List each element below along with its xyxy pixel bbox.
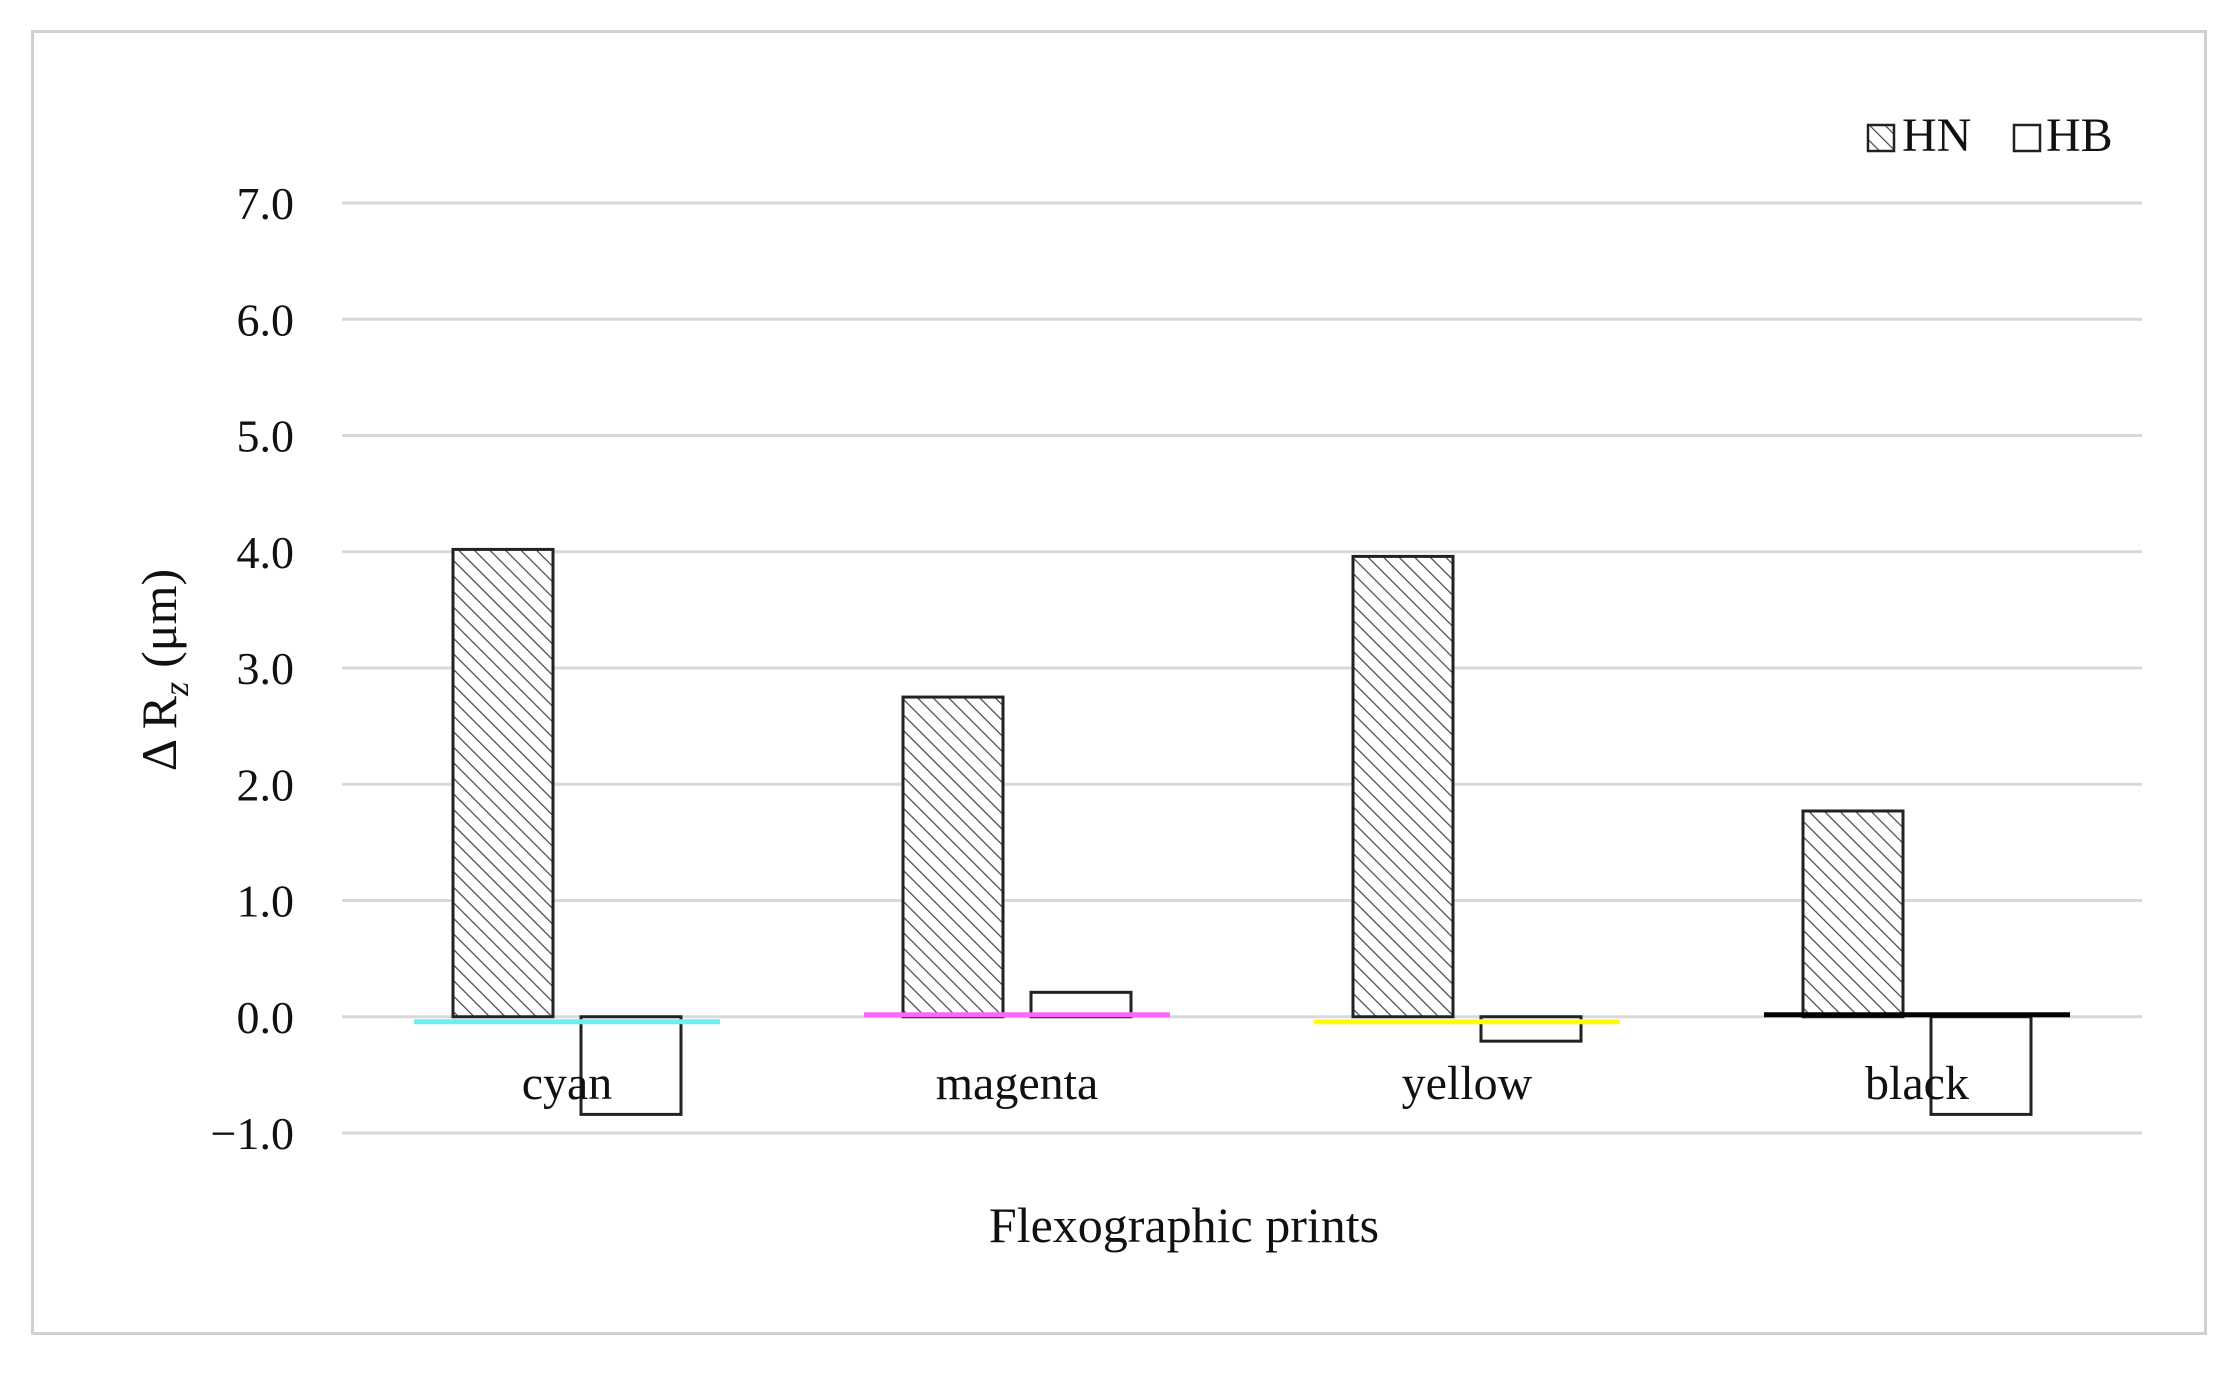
y-tick-label-0: 7.0: [237, 178, 295, 229]
y-tick-label-8: −1.0: [211, 1108, 294, 1159]
x-tick-label-cyan: cyan: [522, 1057, 613, 1110]
y-axis-tick-labels: 7.0 6.0 5.0 4.0 3.0 2.0 1.0 0.0 −1.0: [211, 178, 294, 1159]
y-axis-title-unit: (μm): [131, 569, 187, 668]
legend-label-hn: HN: [1902, 109, 1971, 162]
x-tick-label-black: black: [1865, 1057, 1969, 1110]
y-tick-label-2: 5.0: [237, 411, 295, 462]
y-axis-title-main: Δ R: [131, 695, 187, 771]
y-axis-title: Δ Rz (μm): [131, 569, 196, 771]
y-tick-label-7: 0.0: [237, 992, 295, 1043]
bar-hn-magenta: [901, 695, 1005, 1019]
bar-hb-cyan: [579, 1015, 683, 1116]
x-tick-label-magenta: magenta: [936, 1057, 1099, 1110]
bar-chart: 7.0 6.0 5.0 4.0 3.0 2.0 1.0 0.0 −1.0 cyan magenta…: [131, 109, 2142, 1253]
x-axis-title: Flexographic prints: [989, 1197, 1379, 1253]
bar-hn-black: [1801, 809, 1905, 1019]
y-tick-label-4: 3.0: [237, 643, 295, 694]
y-axis-title-subscript: z: [156, 682, 196, 697]
x-tick-label-yellow: yellow: [1402, 1057, 1533, 1110]
y-tick-label-5: 2.0: [237, 759, 295, 810]
legend-swatch-hb: [2012, 123, 2042, 153]
bars: [451, 547, 2033, 1116]
bar-hn-yellow: [1351, 554, 1455, 1019]
legend-label-hb: HB: [2046, 109, 2113, 162]
legend-swatch-hn: [1866, 123, 1896, 153]
chart-frame: 7.0 6.0 5.0 4.0 3.0 2.0 1.0 0.0 −1.0 cyan magenta…: [31, 30, 2207, 1335]
category-baselines: [414, 1012, 2070, 1025]
bar-hb-black: [1929, 1015, 2033, 1116]
bar-hn-cyan: [451, 547, 555, 1019]
y-tick-label-1: 6.0: [237, 294, 295, 345]
y-tick-label-6: 1.0: [237, 876, 295, 927]
y-tick-label-3: 4.0: [237, 527, 295, 578]
gridlines: [342, 201, 2142, 1135]
legend: HN HB: [1866, 109, 2113, 162]
x-axis-tick-labels: cyan magenta yellow black: [522, 1057, 1969, 1110]
